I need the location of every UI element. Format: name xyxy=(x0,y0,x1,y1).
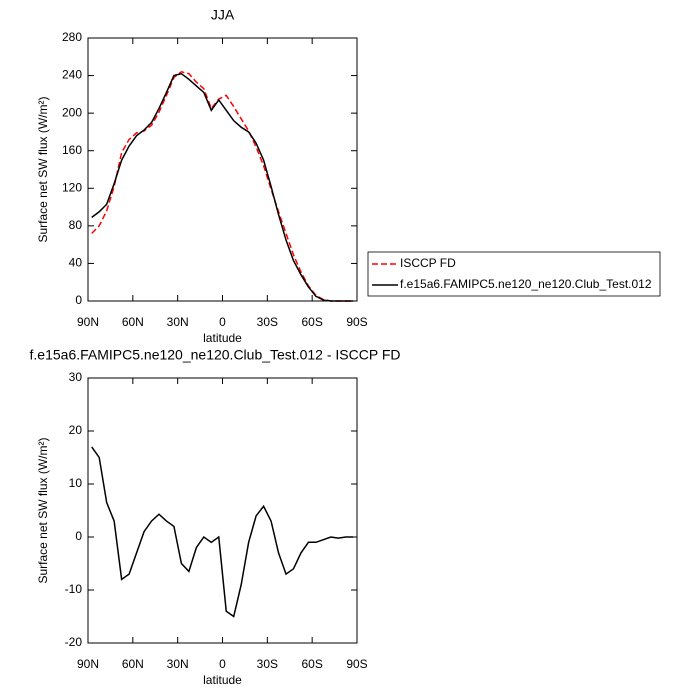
x-tick-label: 30N xyxy=(167,315,189,329)
y-tick-label: -20 xyxy=(65,635,83,649)
legend-box xyxy=(367,251,661,297)
y-tick-label: 0 xyxy=(75,293,82,307)
y-axis-label: Surface net SW flux (W/m²) xyxy=(36,437,50,583)
y-tick-label: 10 xyxy=(69,476,83,490)
x-tick-label: 90N xyxy=(77,315,99,329)
y-axis-label: Surface net SW flux (W/m²) xyxy=(36,96,50,242)
series-line xyxy=(91,446,354,618)
chart-title: JJA xyxy=(211,7,235,23)
y-tick-label: 30 xyxy=(69,370,83,384)
y-tick-label: 20 xyxy=(69,423,83,437)
chart-title: f.e15a6.FAMIPC5.ne120_ne120.Club_Test.01… xyxy=(30,347,401,363)
x-tick-label: 60N xyxy=(122,657,144,671)
plot-frame xyxy=(87,377,358,644)
plot-frame xyxy=(87,37,358,302)
x-axis-label: latitude xyxy=(203,331,242,345)
y-tick-label: 80 xyxy=(69,218,83,232)
x-tick-label: 0 xyxy=(219,315,226,329)
y-tick-label: -10 xyxy=(65,582,83,596)
x-axis-label: latitude xyxy=(203,673,242,687)
x-tick-label: 90S xyxy=(346,657,367,671)
y-tick-label: 200 xyxy=(62,105,82,119)
y-tick-label: 0 xyxy=(75,529,82,543)
x-tick-label: 60S xyxy=(301,315,322,329)
legend-label: ISCCP FD xyxy=(400,256,456,270)
series-line xyxy=(91,72,354,302)
x-tick-label: 0 xyxy=(219,657,226,671)
legend-label: f.e15a6.FAMIPC5.ne120_ne120.Club_Test.01… xyxy=(400,277,652,291)
y-tick-label: 280 xyxy=(62,30,82,44)
x-tick-label: 30S xyxy=(257,315,278,329)
x-tick-label: 60S xyxy=(301,657,322,671)
y-tick-label: 40 xyxy=(69,256,83,270)
x-tick-label: 60N xyxy=(122,315,144,329)
x-tick-label: 90S xyxy=(346,315,367,329)
x-tick-label: 90N xyxy=(77,657,99,671)
x-tick-label: 30N xyxy=(167,657,189,671)
y-tick-label: 160 xyxy=(62,143,82,157)
y-tick-label: 120 xyxy=(62,180,82,194)
x-tick-label: 30S xyxy=(257,657,278,671)
y-tick-label: 240 xyxy=(62,68,82,82)
